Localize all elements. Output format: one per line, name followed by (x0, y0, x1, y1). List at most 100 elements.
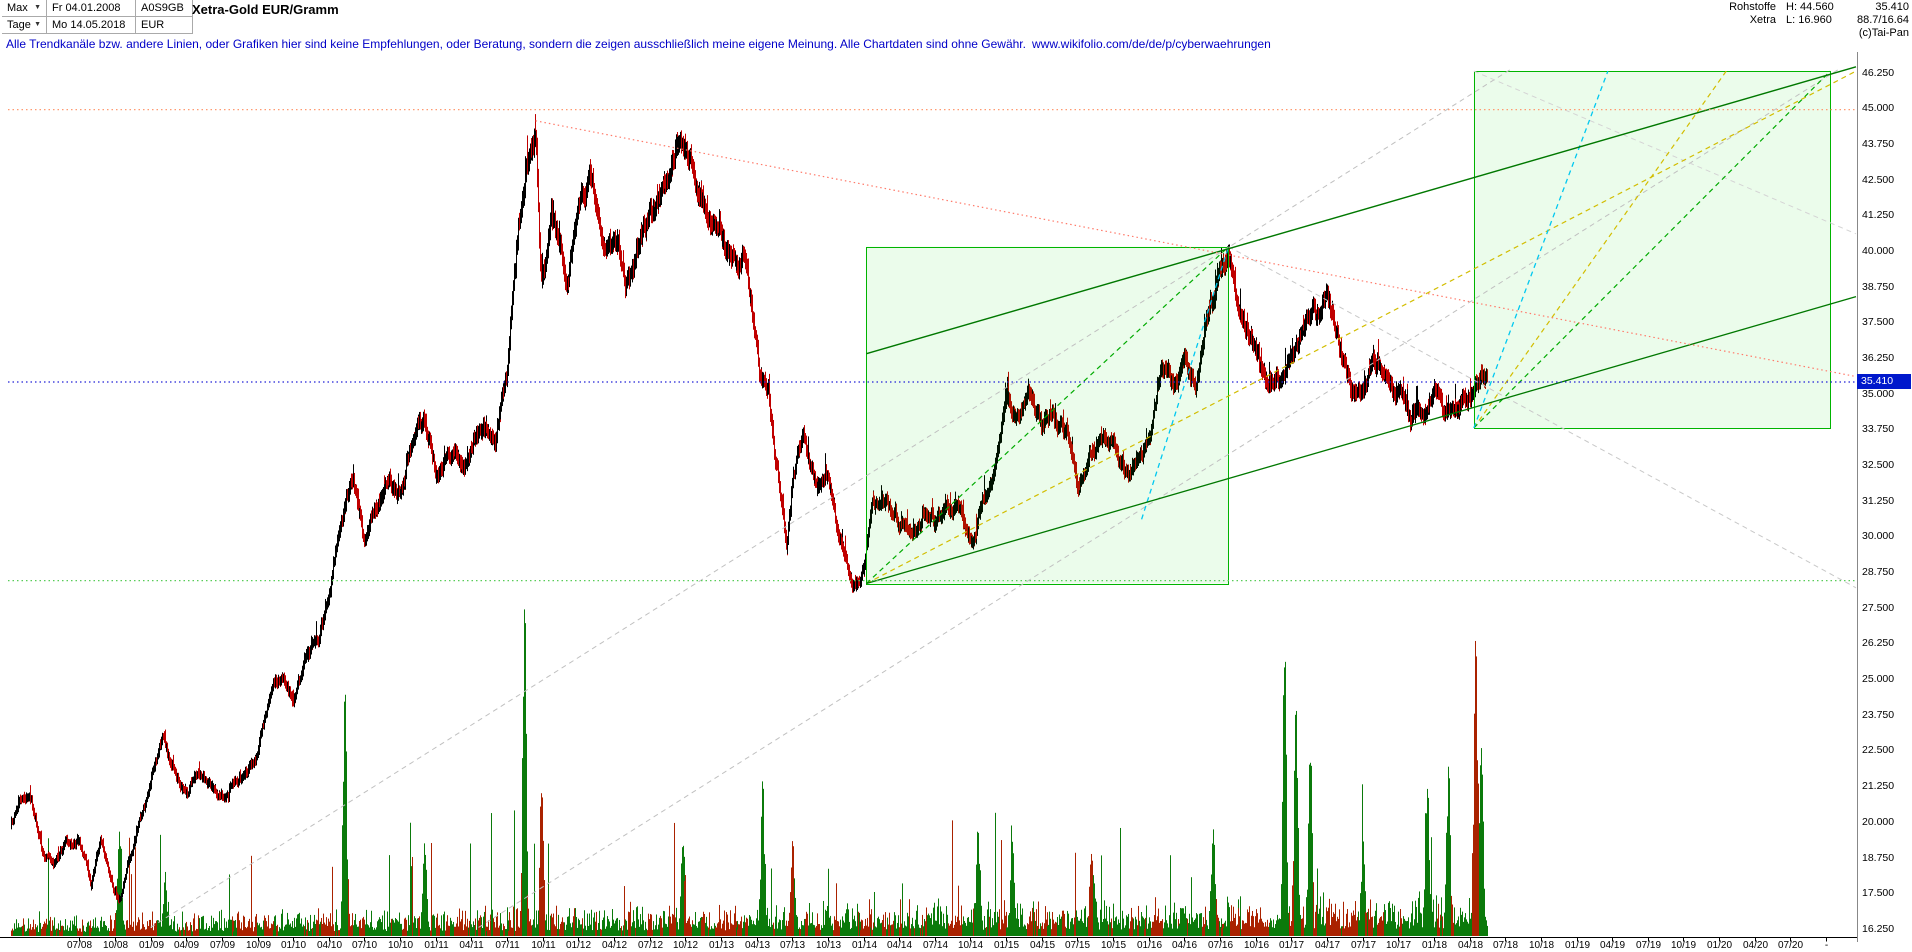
x-axis-label: 10/18 (1528, 940, 1555, 951)
x-axis-label: 01/12 (565, 940, 592, 951)
x-axis-label: 07/17 (1350, 940, 1377, 951)
high-value: H: 44.560 (1786, 1, 1834, 13)
x-axis-label: 10/13 (815, 940, 842, 951)
x-axis-label: 01/09 (138, 940, 165, 951)
price-axis-label: 16.250 (1862, 922, 1895, 935)
x-axis-label: 10/08 (102, 940, 129, 951)
price-axis-label: 37.500 (1862, 316, 1895, 329)
x-axis-label: 07/09 (209, 940, 236, 951)
x-axis-label: 04/12 (601, 940, 628, 951)
x-axis-label: - (1824, 940, 1829, 951)
wkn-label: A0S9GB (136, 0, 193, 17)
range-selector[interactable]: Max ▼ (2, 0, 47, 17)
x-axis-label: 07/08 (66, 940, 93, 951)
price-axis-label: 17.500 (1862, 887, 1895, 900)
x-axis-label: 07/16 (1207, 940, 1234, 951)
x-axis-label: 01/18 (1421, 940, 1448, 951)
x-axis-label: 04/14 (886, 940, 913, 951)
x-axis-label: 07/15 (1064, 940, 1091, 951)
x-axis-label: 01/10 (280, 940, 307, 951)
period-selector-label: Tage (7, 19, 31, 31)
x-axis-label: 04/16 (1171, 940, 1198, 951)
instrument-info-row-2: Xetra L: 16.960 (1729, 14, 1852, 27)
price-axis-label: 42.500 (1862, 173, 1895, 186)
x-axis-label: 10/10 (387, 940, 414, 951)
price-axis-label: 38.750 (1862, 280, 1895, 293)
period-selector[interactable]: Tage ▼ (2, 17, 47, 34)
price-axis-label: 20.000 (1862, 815, 1895, 828)
price-axis-label: 33.750 (1862, 423, 1895, 436)
x-axis-label: 07/18 (1492, 940, 1519, 951)
x-axis-label: 07/12 (637, 940, 664, 951)
price-axis-label: 30.000 (1862, 530, 1895, 543)
price-axis-label: 21.250 (1862, 780, 1895, 793)
x-axis-label: 04/11 (459, 940, 484, 951)
end-date-field[interactable]: Mo 14.05.2018 (47, 17, 136, 34)
price-axis-label: 32.500 (1862, 459, 1895, 472)
x-axis-label: 07/14 (922, 940, 949, 951)
x-axis-label: 10/17 (1385, 940, 1412, 951)
x-axis-label: 10/15 (1100, 940, 1127, 951)
x-axis-label: 04/17 (1314, 940, 1341, 951)
x-axis-label: 10/09 (245, 940, 272, 951)
price-axis-label: 40.000 (1862, 244, 1895, 257)
x-axis-label: 04/15 (1029, 940, 1056, 951)
price-axis-label: 27.500 (1862, 601, 1895, 614)
price-axis-label: 23.750 (1862, 708, 1895, 721)
x-axis-label: 10/19 (1670, 940, 1697, 951)
price-axis-label: 22.500 (1862, 744, 1895, 757)
corner-values: 35.410 88.7/16.64 (c)Tai-Pan (1857, 1, 1909, 40)
x-axis-label: 04/09 (173, 940, 200, 951)
currency-label: EUR (136, 17, 193, 34)
x-axis-label: 04/18 (1457, 940, 1484, 951)
x-axis-label: 07/19 (1635, 940, 1662, 951)
x-axis-label: 07/11 (495, 940, 520, 951)
category-label: Rohstoffe (1729, 1, 1776, 13)
price-axis-label: 25.000 (1862, 673, 1895, 686)
x-axis-label: 01/19 (1564, 940, 1591, 951)
settings-row-1: Max ▼ Fr 04.01.2008 A0S9GB (2, 0, 193, 17)
disclaimer-text: Alle Trendkanäle bzw. andere Linien, ode… (6, 37, 1026, 51)
dropdown-arrow-icon: ▼ (34, 21, 41, 28)
low-value: L: 16.960 (1786, 14, 1832, 26)
x-axis-label: 10/16 (1243, 940, 1270, 951)
x-axis-label: 01/17 (1278, 940, 1305, 951)
start-date-field[interactable]: Fr 04.01.2008 (47, 0, 136, 17)
price-axis-label: 41.250 (1862, 209, 1895, 222)
range-stat-value: 88.7/16.64 (1857, 14, 1909, 26)
x-axis-label: 01/14 (851, 940, 878, 951)
x-axis-label: 04/13 (744, 940, 771, 951)
instrument-info: Rohstoffe H: 44.560 Xetra L: 16.960 (1729, 1, 1852, 27)
x-axis-label: 04/10 (316, 940, 343, 951)
x-axis-label: 10/11 (531, 940, 556, 951)
x-axis-label: 01/13 (708, 940, 735, 951)
x-axis-label: 10/14 (957, 940, 984, 951)
range-selector-label: Max (7, 2, 28, 14)
disclaimer: Alle Trendkanäle bzw. andere Linien, ode… (6, 37, 1271, 51)
price-axis-label: 18.750 (1862, 851, 1895, 864)
price-axis-label: 45.000 (1862, 102, 1895, 115)
x-axis-label: 01/16 (1136, 940, 1163, 951)
x-axis-label: 01/11 (424, 940, 449, 951)
x-axis-label: 07/20 (1777, 940, 1804, 951)
price-axis-label: 36.250 (1862, 351, 1895, 364)
wikifolio-link[interactable]: www.wikifolio.com/de/de/p/cyberwaehrunge… (1031, 37, 1271, 51)
settings-row-2: Tage ▼ Mo 14.05.2018 EUR (2, 17, 193, 34)
x-axis-label: 01/20 (1706, 940, 1733, 951)
price-axis-label: 26.250 (1862, 637, 1895, 650)
chart-title: Xetra-Gold EUR/Gramm (192, 2, 339, 17)
toolbar: Max ▼ Fr 04.01.2008 A0S9GB Tage ▼ Mo 14.05… (0, 0, 1912, 39)
price-axis-label: 35.000 (1862, 387, 1895, 400)
x-axis-label: 07/10 (351, 940, 378, 951)
x-axis-label: 10/12 (672, 940, 699, 951)
price-axis-label: 46.250 (1862, 66, 1895, 79)
exchange-label: Xetra (1749, 14, 1776, 26)
chart-settings-fields: Max ▼ Fr 04.01.2008 A0S9GB Tage ▼ Mo 14.05… (2, 0, 193, 34)
x-axis-label: 04/20 (1742, 940, 1769, 951)
last-price-value: 35.410 (1875, 1, 1909, 13)
x-axis-label: 01/15 (993, 940, 1020, 951)
current-price-tag: 35.410 (1857, 373, 1911, 389)
instrument-info-row-1: Rohstoffe H: 44.560 (1729, 1, 1852, 14)
